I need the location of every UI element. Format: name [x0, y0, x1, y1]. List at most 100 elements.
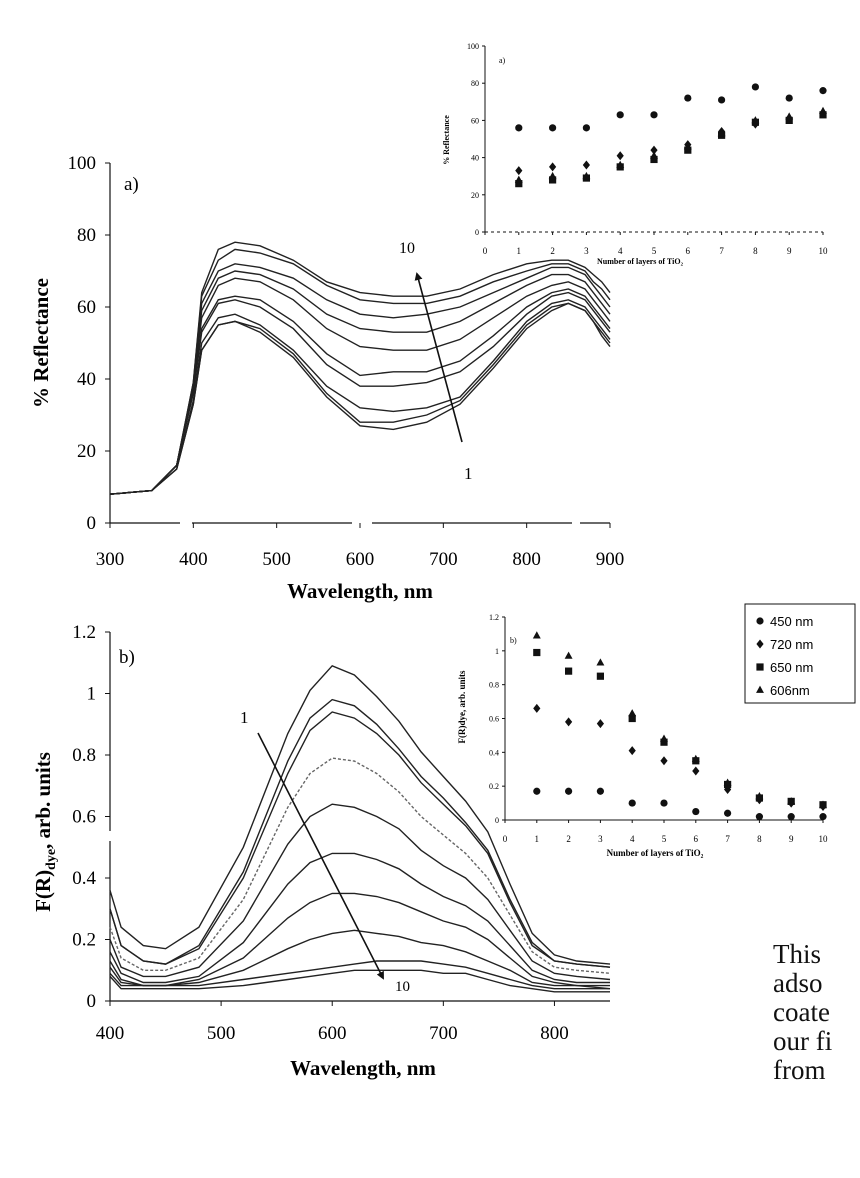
y-tick-label: 100: [68, 153, 97, 174]
y-axis-title: % Reflectance: [442, 115, 451, 165]
y-tick-label: 80: [77, 225, 96, 246]
arrow-start-label: 1: [240, 708, 249, 727]
y-tick-label: 40: [77, 369, 96, 390]
data-point-triangle: [717, 129, 726, 137]
series-line: [109, 270, 611, 495]
data-point-square: [684, 146, 692, 154]
x-tick-label: 600: [346, 549, 375, 570]
data-point-triangle: [756, 685, 764, 693]
x-tick-label: 300: [96, 549, 125, 570]
data-point-circle: [628, 799, 636, 807]
data-point-diamond: [628, 746, 636, 756]
y-tick-label: 40: [471, 154, 479, 163]
data-point-circle: [533, 787, 541, 795]
data-point-circle: [582, 124, 591, 132]
legend-entry-label: 450 nm: [770, 614, 813, 629]
x-tick-label: 10: [819, 834, 829, 844]
legend-entry-label: 720 nm: [770, 637, 813, 652]
data-point-circle: [787, 813, 795, 821]
data-point-square: [596, 672, 604, 680]
trend-arrow: [257, 732, 384, 980]
data-point-triangle: [691, 754, 700, 762]
x-tick-label: 5: [662, 834, 667, 844]
x-tick-label: 4: [618, 246, 623, 256]
data-point-circle: [549, 124, 557, 132]
y-tick-label: 0.4: [489, 748, 499, 757]
series-line: [109, 302, 611, 495]
series-line: [109, 711, 611, 968]
x-tick-label: 600: [318, 1023, 347, 1044]
y-tick-label: 20: [77, 441, 96, 462]
data-point-triangle: [514, 175, 523, 183]
data-point-triangle: [819, 800, 827, 808]
chart-b-inset: 0 0.2 0.4 0.6 0.8 1 1.2 0 1 2 3 4 5 6 7 8 9 10 Number of l…: [457, 603, 856, 858]
panel-label: b): [510, 636, 517, 645]
y-tick-label: 0: [475, 228, 479, 237]
x-tick-label: 3: [584, 246, 589, 256]
y-tick-label: 1.2: [72, 622, 96, 643]
side-text-fragment: This adso coate our fi from: [773, 940, 860, 1082]
data-point-circle: [692, 807, 700, 816]
series-line: [109, 263, 611, 495]
data-point-diamond: [533, 703, 541, 713]
data-point-triangle: [751, 116, 760, 124]
data-point-square: [650, 155, 658, 164]
series-line: [109, 288, 611, 495]
data-point-triangle: [548, 171, 557, 180]
x-tick-label: 700: [429, 549, 458, 570]
data-point-triangle: [819, 106, 827, 114]
series-line: [109, 664, 611, 965]
side-text-line: from: [773, 1055, 826, 1083]
y-tick-label: 100: [467, 42, 479, 51]
y-axis-title: F(R)dye, arb. units: [457, 670, 467, 743]
y-tick-label: 80: [471, 79, 479, 88]
chart-a-inset: 0 20 40 60 80 100 0 1 2 3 4 5 6 7 8 9 10 Number of layers…: [442, 42, 831, 266]
series-line: [109, 757, 611, 974]
data-point-circle: [616, 111, 624, 119]
y-tick-label: 0.8: [72, 745, 96, 766]
y-tick-label: 0.4: [72, 868, 96, 889]
x-tick-label: 800: [512, 549, 541, 570]
x-tick-label: 0: [503, 834, 508, 844]
legend-entry-label: 606nm: [770, 683, 810, 698]
data-point-diamond: [596, 719, 604, 729]
data-point-diamond: [582, 160, 590, 170]
data-point-triangle: [564, 651, 573, 659]
x-tick-label: 1: [535, 834, 540, 844]
y-tick-label: 0.6: [72, 807, 96, 828]
data-point-square: [628, 714, 636, 723]
x-tick-label: 7: [725, 834, 730, 844]
panel-label: b): [119, 647, 135, 668]
data-point-square: [756, 663, 764, 671]
y-tick-label: 20: [471, 191, 479, 200]
y-axis-title-main: F(R): [31, 870, 55, 912]
y-axis-title-sub: dye: [44, 849, 59, 870]
series-line: [109, 969, 610, 993]
data-point-square: [515, 180, 523, 188]
x-tick-label: 5: [652, 246, 657, 256]
series-line: [109, 852, 610, 984]
inset-background: [483, 42, 831, 236]
legend-entry-label: 650 nm: [770, 660, 813, 675]
legend: 450 nm 720 nm 650 nm 606nm: [744, 603, 856, 704]
data-point-triangle: [785, 112, 794, 120]
data-point-triangle: [787, 797, 796, 805]
panel-label: a): [499, 56, 506, 65]
data-point-diamond: [692, 766, 700, 776]
data-point-diamond: [756, 639, 764, 649]
data-point-triangle: [616, 160, 625, 168]
data-point-circle: [660, 799, 668, 807]
x-axis-title: Number of layers of TiO₂: [597, 257, 684, 266]
x-axis-title: Number of layers of TiO₂: [607, 848, 704, 858]
x-tick-label: 0: [483, 246, 488, 256]
data-point-circle: [819, 813, 827, 821]
data-point-circle: [684, 94, 692, 102]
x-tick-label: 900: [596, 549, 625, 570]
data-point-circle: [751, 83, 760, 91]
data-point-circle: [755, 813, 764, 821]
data-point-triangle: [723, 778, 732, 786]
data-point-square: [785, 116, 793, 124]
side-text-line: our fi: [773, 1026, 833, 1056]
x-tick-label: 2: [550, 246, 555, 256]
